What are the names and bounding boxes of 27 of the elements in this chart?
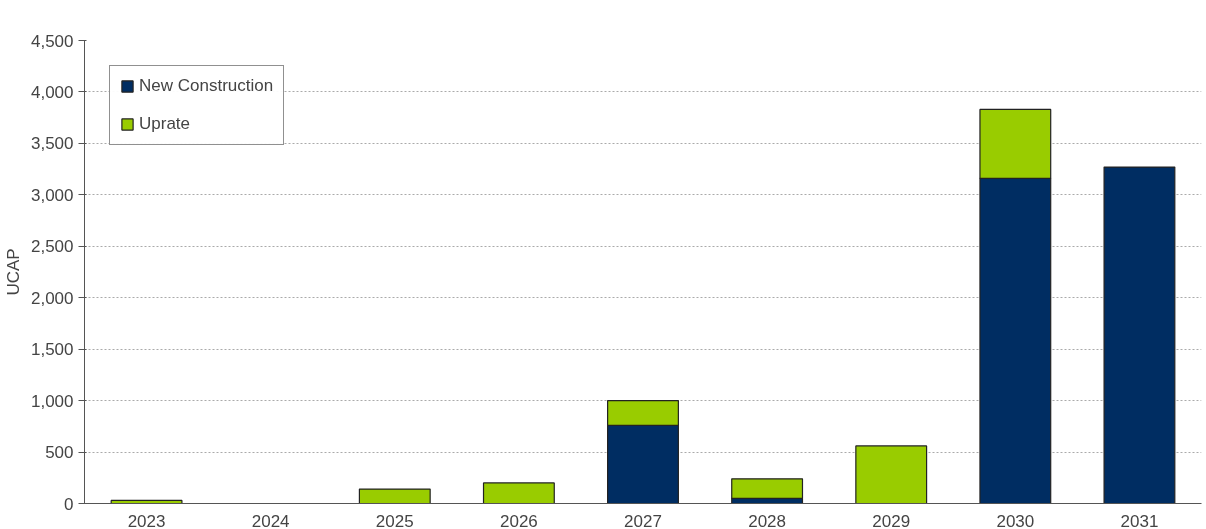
legend-label: New Construction xyxy=(139,76,274,96)
bar xyxy=(731,478,804,499)
x-tick-label: 2023 xyxy=(127,511,166,529)
x-tick-label: 2026 xyxy=(499,511,538,529)
y-tick-label: 1,500 xyxy=(30,340,74,360)
bar xyxy=(358,488,431,504)
x-tick-label: 2029 xyxy=(872,511,911,529)
y-axis-title: UCAP xyxy=(3,248,23,296)
y-tick-label: 2,500 xyxy=(30,237,74,257)
legend-label: Uprate xyxy=(139,114,191,134)
x-tick-label: 2028 xyxy=(748,511,787,529)
x-tick-label: 2030 xyxy=(996,511,1035,529)
x-tick-label: 2025 xyxy=(375,511,414,529)
y-tick-label: 500 xyxy=(45,443,74,463)
y-tick-label: 3,000 xyxy=(30,185,74,205)
x-tick-label: 2024 xyxy=(251,511,290,529)
y-tick-label: 4,000 xyxy=(30,82,74,102)
y-tick-label: 1,000 xyxy=(30,391,74,411)
y-tick-label: 3,500 xyxy=(30,134,74,154)
y-tick-label: 0 xyxy=(64,494,74,514)
x-tick-label: 2031 xyxy=(1120,511,1159,529)
y-tick-label: 2,000 xyxy=(30,288,74,308)
y-tick-label: 4,500 xyxy=(30,31,74,51)
x-tick-label: 2027 xyxy=(624,511,662,529)
bar xyxy=(1103,166,1176,504)
bar xyxy=(855,445,928,504)
bar xyxy=(482,482,555,504)
